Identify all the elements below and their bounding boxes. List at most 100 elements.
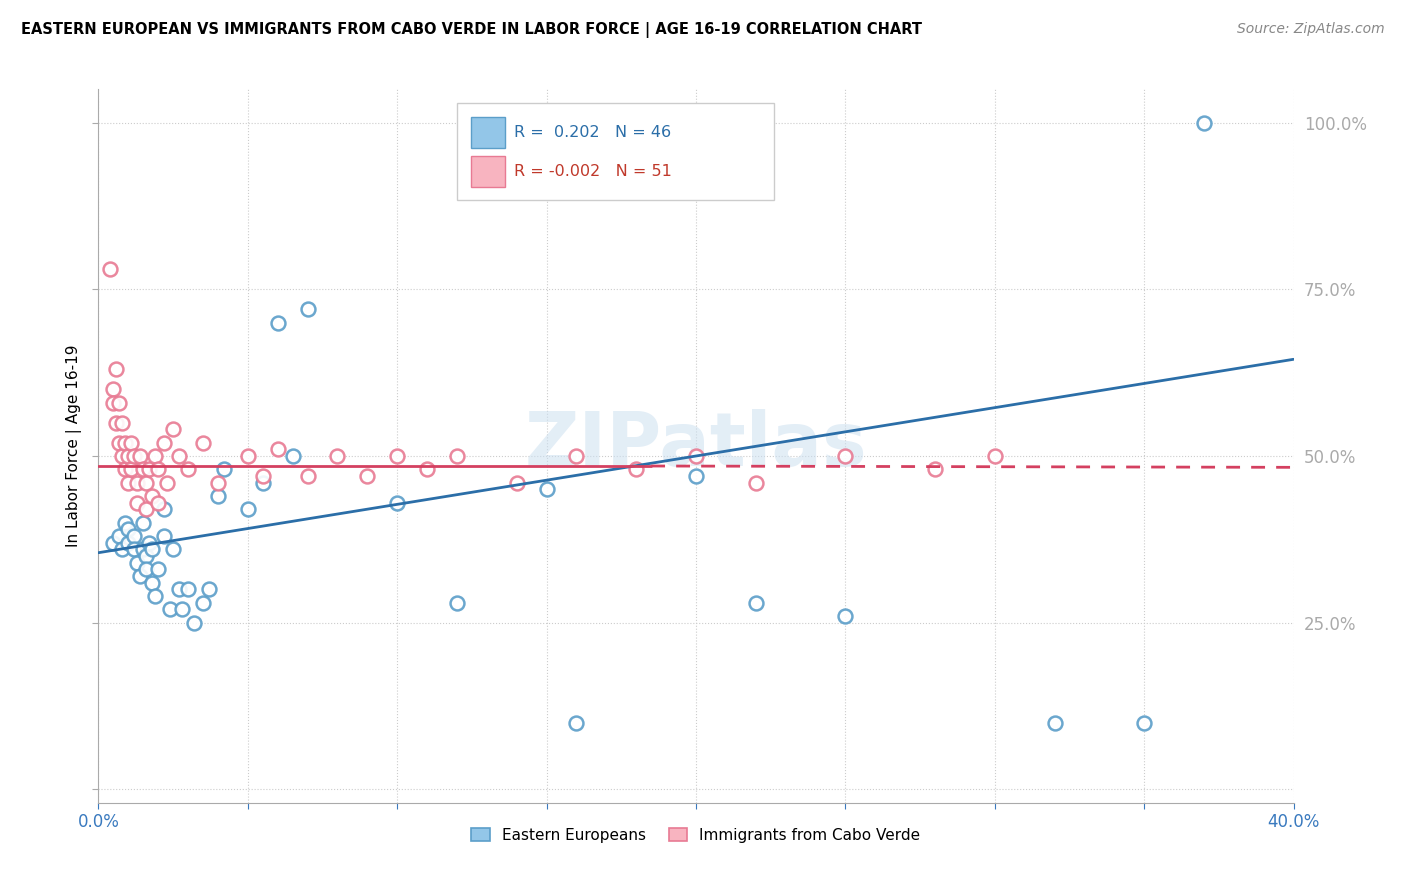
Point [103, 382, 125, 396]
Point [172, 602, 194, 616]
Point [685, 449, 707, 463]
Point [148, 562, 170, 576]
Text: R = -0.002   N = 51: R = -0.002 N = 51 [515, 164, 672, 178]
Point [127, 496, 149, 510]
Point [212, 462, 235, 476]
Point [191, 596, 214, 610]
Point [834, 609, 856, 624]
Point [114, 516, 136, 530]
Point [143, 589, 166, 603]
Point [108, 395, 131, 409]
Point [536, 483, 558, 497]
Point [120, 435, 142, 450]
Point [138, 462, 160, 476]
Point [127, 556, 149, 570]
Point [177, 462, 200, 476]
Point [297, 469, 319, 483]
Point [156, 475, 179, 490]
Point [685, 469, 707, 483]
Point [281, 449, 304, 463]
Point [141, 489, 163, 503]
Point [105, 362, 128, 376]
Point [120, 462, 142, 476]
Text: Source: ZipAtlas.com: Source: ZipAtlas.com [1237, 22, 1385, 37]
Point [1192, 115, 1215, 129]
Point [148, 496, 170, 510]
Point [267, 316, 290, 330]
Point [506, 475, 529, 490]
Point [117, 475, 139, 490]
Point [141, 575, 163, 590]
Point [124, 449, 146, 463]
Point [148, 462, 170, 476]
Point [117, 522, 139, 536]
Point [984, 449, 1007, 463]
Text: EASTERN EUROPEAN VS IMMIGRANTS FROM CABO VERDE IN LABOR FORCE | AGE 16-19 CORREL: EASTERN EUROPEAN VS IMMIGRANTS FROM CABO… [21, 22, 922, 38]
Point [745, 596, 768, 610]
Point [626, 462, 648, 476]
Point [183, 615, 205, 630]
Point [138, 535, 160, 549]
Point [834, 449, 856, 463]
Point [135, 562, 157, 576]
Point [143, 449, 166, 463]
Point [117, 449, 139, 463]
Point [98, 262, 122, 277]
Point [252, 475, 274, 490]
Point [159, 602, 181, 616]
Point [236, 502, 259, 516]
Point [565, 715, 588, 730]
Point [111, 449, 134, 463]
Point [207, 475, 229, 490]
Point [153, 502, 176, 516]
Point [132, 516, 155, 530]
Point [135, 502, 157, 516]
Point [167, 582, 190, 597]
Point [191, 435, 214, 450]
Point [565, 449, 588, 463]
Point [162, 422, 184, 436]
FancyBboxPatch shape [457, 103, 773, 200]
Point [385, 496, 409, 510]
Point [129, 449, 152, 463]
Point [114, 462, 136, 476]
Text: R =  0.202   N = 46: R = 0.202 N = 46 [515, 125, 672, 140]
Point [745, 475, 768, 490]
Point [141, 542, 163, 557]
Point [177, 582, 200, 597]
Point [132, 462, 155, 476]
Point [103, 395, 125, 409]
Point [135, 549, 157, 563]
Point [153, 529, 176, 543]
Point [446, 449, 468, 463]
Point [1133, 715, 1156, 730]
Point [385, 449, 409, 463]
Point [252, 469, 274, 483]
Point [111, 416, 134, 430]
Point [135, 475, 157, 490]
Point [198, 582, 221, 597]
Point [446, 596, 468, 610]
Point [108, 529, 131, 543]
Point [167, 449, 190, 463]
FancyBboxPatch shape [471, 117, 505, 148]
Point [924, 462, 946, 476]
Legend: Eastern Europeans, Immigrants from Cabo Verde: Eastern Europeans, Immigrants from Cabo … [465, 822, 927, 848]
Point [356, 469, 378, 483]
Point [103, 535, 125, 549]
Point [111, 542, 134, 557]
Text: ZIPatlas: ZIPatlas [524, 409, 868, 483]
Point [124, 542, 146, 557]
Point [127, 475, 149, 490]
Point [108, 435, 131, 450]
Point [207, 489, 229, 503]
Y-axis label: In Labor Force | Age 16-19: In Labor Force | Age 16-19 [66, 344, 82, 548]
Point [124, 529, 146, 543]
Point [153, 435, 176, 450]
Point [326, 449, 349, 463]
Point [416, 462, 439, 476]
Point [132, 542, 155, 557]
Point [117, 535, 139, 549]
Point [1043, 715, 1066, 730]
Point [297, 302, 319, 317]
